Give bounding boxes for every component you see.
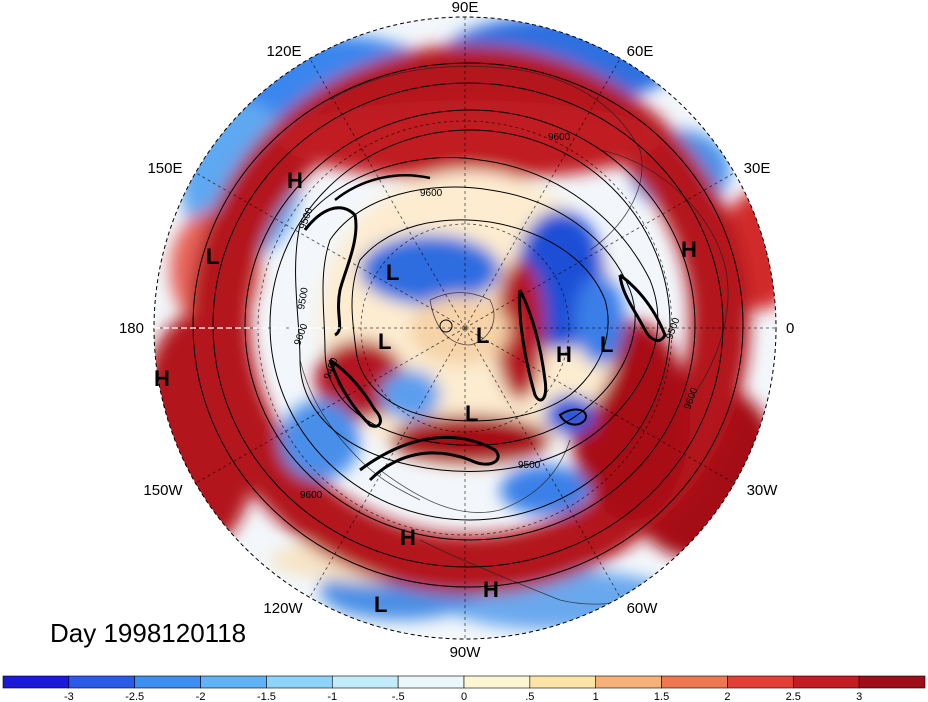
colorbar-tick-label: -1.5 — [257, 691, 276, 702]
high-center-europe: H — [681, 237, 697, 262]
lon-label-90e: 90E — [452, 0, 479, 16]
lon-label-150e: 150E — [147, 160, 182, 177]
high-center-east-pacific: H — [154, 366, 170, 391]
colorbar-swatch — [792, 675, 860, 689]
date-label: Day 1998120118 — [50, 618, 247, 648]
low-center-hudson: L — [465, 401, 478, 426]
pressure-centers: H L L H L L H L H L H L H — [154, 168, 697, 617]
colorbar-tick-label: -2.5 — [125, 691, 144, 702]
contour-label: 9600 — [420, 188, 443, 199]
colorbar-tick-label: 3 — [856, 691, 862, 702]
colorbar-swatch — [661, 675, 728, 689]
contour-label: 9500 — [518, 460, 541, 471]
colorbar: -3 -2.5 -2 -1.5 -1 -.5 0 .5 1 1.5 2 2.5 3 — [2, 675, 926, 702]
colorbar-swatch — [397, 675, 465, 689]
lon-label-90w: 90W — [450, 644, 482, 661]
high-center-atlantic: H — [556, 342, 572, 367]
lon-label-60w: 60W — [627, 600, 659, 617]
lon-label-0: 0 — [786, 320, 794, 337]
colorbar-tick-label: 2 — [724, 691, 730, 702]
colorbar-tick-label: -3 — [64, 691, 74, 702]
lon-label-60e: 60E — [627, 43, 654, 60]
colorbar-swatch — [134, 675, 201, 689]
lon-label-150w: 150W — [143, 482, 183, 499]
low-center-pole: L — [476, 323, 489, 348]
low-center-west-pacific: L — [206, 244, 219, 269]
colorbar-swatch — [2, 675, 70, 689]
high-center-us-south: H — [400, 525, 416, 550]
colorbar-tick-label: -1 — [327, 691, 337, 702]
lon-label-120e: 120E — [266, 43, 301, 60]
colorbar-swatch — [727, 675, 794, 689]
colorbar-tick-label: 1.5 — [654, 691, 669, 702]
anomaly-field — [154, 17, 776, 639]
colorbar-swatch — [68, 675, 136, 689]
colorbar-swatch — [595, 675, 662, 689]
low-center-north-atlantic: L — [600, 332, 613, 357]
lon-label-180: 180 — [119, 320, 144, 337]
contour-label: 9600 — [300, 490, 323, 501]
lon-label-30w: 30W — [747, 482, 779, 499]
colorbar-tick-label: -2 — [196, 691, 206, 702]
colorbar-swatch — [331, 675, 399, 689]
low-center-chukchi: L — [378, 329, 391, 354]
colorbar-tick-label: 2.5 — [786, 691, 801, 702]
colorbar-swatch — [200, 675, 267, 689]
contour-label: 9600 — [548, 132, 571, 143]
colorbar-swatch — [266, 675, 333, 689]
lon-label-120w: 120W — [263, 600, 303, 617]
low-center-east-siberia: L — [386, 260, 399, 285]
lon-label-30e: 30E — [744, 160, 771, 177]
colorbar-tick-label: .5 — [525, 691, 534, 702]
longitude-labels: 90E 60E 30E 0 30W 60W 90W 120W 150W 180 … — [119, 0, 794, 661]
high-center-caribbean: H — [483, 577, 499, 602]
colorbar-swatch — [463, 675, 531, 689]
colorbar-tick-label: 1 — [593, 691, 599, 702]
high-center-siberia: H — [287, 168, 303, 193]
low-center-pacific-south: L — [374, 592, 387, 617]
colorbar-swatch — [858, 675, 926, 689]
colorbar-swatch — [529, 675, 597, 689]
height-contours — [192, 62, 744, 588]
contour-label: 9500 — [296, 286, 311, 310]
colorbar-tick-label: 0 — [461, 691, 467, 702]
contour-labels: 9600 9600 9500 9600 9500 9500 9600 9600 … — [292, 132, 700, 501]
colorbar-tick-label: -.5 — [392, 691, 405, 702]
